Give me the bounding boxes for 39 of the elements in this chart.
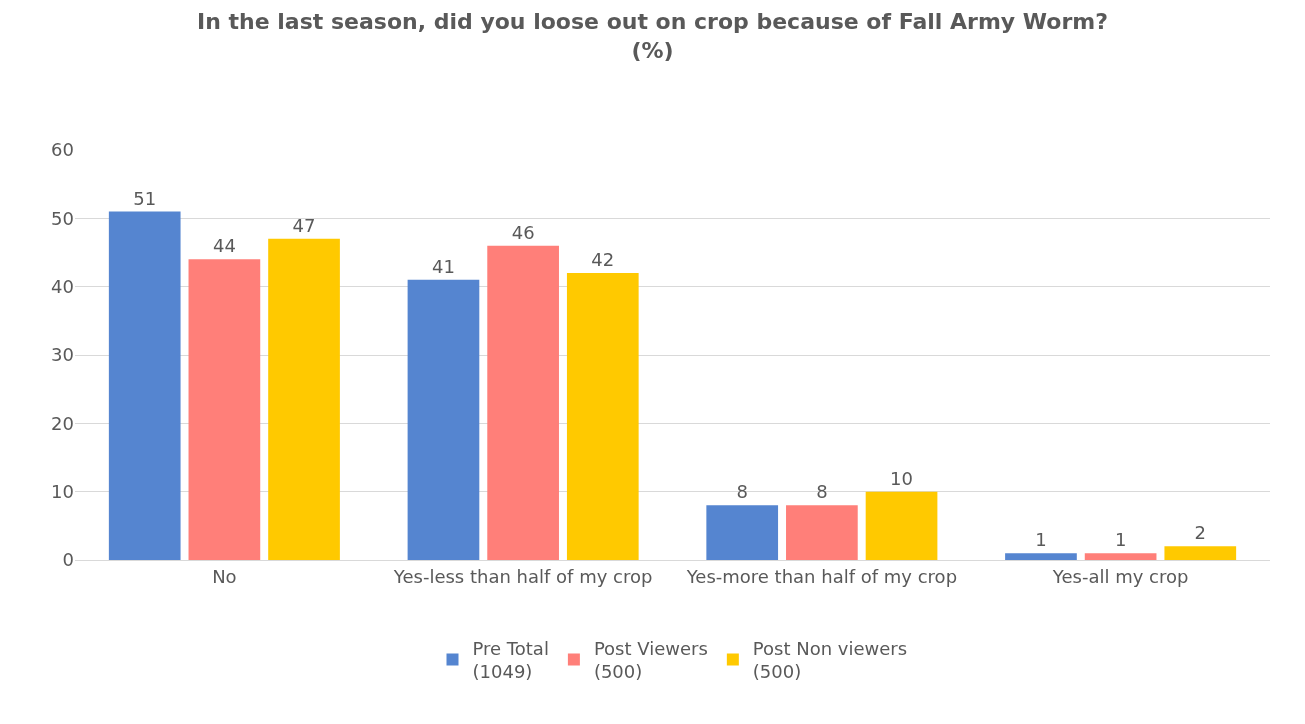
bar [407, 279, 480, 560]
data-label: 47 [292, 214, 316, 236]
bar [566, 273, 639, 560]
data-label: 44 [212, 235, 236, 257]
data-label: 1 [1114, 529, 1127, 551]
y-tick-label: 60 [51, 139, 74, 161]
x-tick-label: Yes-more than half of my crop [685, 565, 958, 587]
data-label: 41 [432, 255, 455, 277]
bar [1084, 553, 1157, 560]
x-tick-label: No [212, 565, 237, 587]
legend-label: Post Viewers (500) [593, 637, 708, 683]
bar [1005, 553, 1077, 560]
y-tick-label: 40 [51, 275, 74, 297]
data-label: 8 [816, 481, 828, 503]
data-label: 51 [133, 187, 157, 209]
y-tick-label: 30 [51, 344, 74, 366]
data-label: 10 [890, 467, 913, 489]
bar [706, 505, 779, 560]
legend-label: Pre Total (1049) [472, 637, 549, 683]
bar [268, 238, 340, 560]
bar [487, 245, 559, 560]
x-tick-label: Yes-less than half of my crop [392, 565, 653, 587]
y-tick-label: 50 [51, 207, 74, 229]
data-label: 8 [736, 481, 748, 503]
data-label: 46 [511, 221, 535, 243]
bar [108, 211, 181, 560]
y-tick-label: 20 [51, 412, 74, 434]
bar [1164, 546, 1237, 560]
data-label: 42 [591, 249, 615, 270]
chart-title: In the last season, did you loose out on crop because of Fall Army Worm? (%) [197, 8, 1108, 63]
data-label: 1 [1035, 529, 1047, 551]
x-tick-label: Yes-all my crop [1051, 565, 1189, 587]
data-label: 2 [1194, 522, 1207, 544]
y-tick-label: 10 [51, 480, 74, 502]
y-tick-label: 0 [62, 549, 74, 571]
bar [865, 491, 938, 560]
legend-label: Post Non viewers (500) [752, 637, 908, 683]
bar [786, 505, 858, 560]
bar [188, 259, 261, 560]
